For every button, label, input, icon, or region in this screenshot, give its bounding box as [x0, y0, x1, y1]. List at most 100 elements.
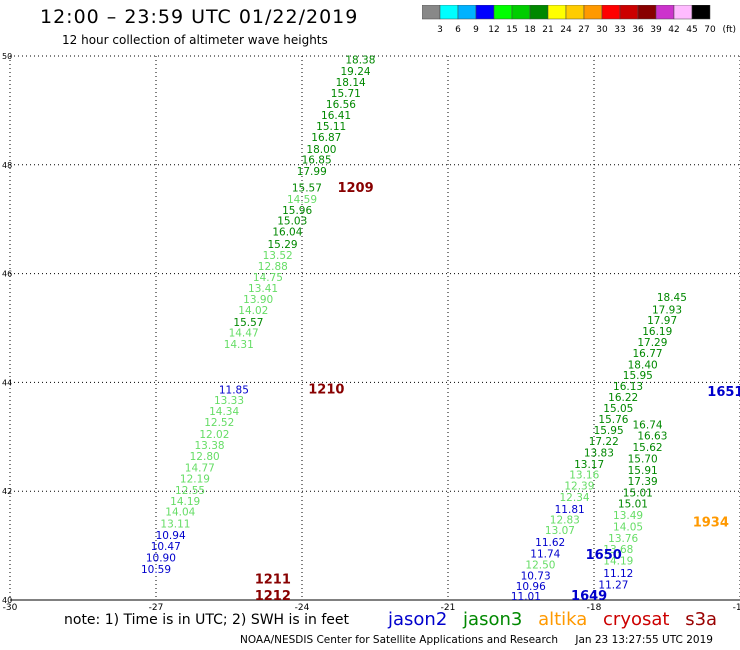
swh-value-label: 10.59: [141, 564, 171, 576]
swh-value-label: 15.57: [233, 317, 263, 329]
pass-number-label: 1649: [571, 589, 607, 604]
swh-value-label: 14.31: [224, 339, 254, 351]
swh-value-label: 17.97: [647, 315, 677, 327]
legend-jason3: jason3: [463, 609, 523, 630]
swh-value-label: 13.16: [569, 470, 599, 482]
swh-value-label: 16.87: [311, 132, 341, 144]
legend-altika: altika: [538, 609, 588, 630]
pass-number-label: 1212: [255, 589, 291, 604]
swh-value-label: 11.62: [535, 537, 565, 549]
legend-cryosat: cryosat: [603, 609, 670, 630]
swh-value-label: 11.81: [555, 504, 585, 516]
swh-value-label: 13.38: [195, 440, 225, 452]
swh-value-label: 13.49: [613, 510, 643, 522]
swh-value-label: 12.34: [560, 492, 590, 504]
swh-value-label: 14.02: [238, 305, 268, 317]
swh-value-label: 16.22: [608, 392, 638, 404]
colorbar-label: 18: [524, 25, 536, 35]
swh-value-label: 16.04: [272, 227, 302, 239]
swh-value-label: 11.01: [511, 591, 541, 603]
swh-value-label: 15.76: [598, 414, 628, 426]
swh-value-label: 15.57: [292, 182, 322, 194]
swh-value-label: 16.74: [633, 420, 663, 432]
pass-number-label: 1650: [586, 548, 622, 563]
swh-value-label: 11.74: [530, 549, 560, 561]
y-tick-label: 50: [2, 52, 12, 61]
x-tick-label: -30: [3, 603, 18, 613]
swh-value-label: 15.96: [282, 205, 312, 217]
swh-value-label: 15.29: [268, 239, 298, 251]
colorbar: 3 6 9 12 15 18 21 24 27 30 33 36 39 42 45 70 (ft): [422, 5, 736, 35]
swh-value-label: 13.76: [608, 533, 638, 545]
pass-number-label: 1211: [255, 573, 291, 588]
swh-value-label: 15.70: [628, 453, 658, 465]
colorbar-label: 24: [560, 25, 572, 35]
x-tick-label: -15: [733, 603, 740, 613]
swh-value-label: 15.91: [628, 465, 658, 477]
y-tick-label: 44: [2, 378, 12, 387]
swh-value-label: 10.96: [516, 581, 546, 593]
colorbar-label: 36: [632, 25, 644, 35]
colorbar-label: 30: [596, 25, 608, 35]
swh-value-label: 13.11: [160, 519, 190, 531]
y-tick-label: 42: [2, 487, 12, 496]
swh-value-label: 10.90: [146, 552, 176, 564]
swh-value-label: 14.47: [229, 328, 259, 340]
swh-value-label: 16.85: [302, 155, 332, 167]
swh-value-label: 15.62: [633, 442, 663, 454]
swh-value-label: 15.01: [618, 499, 648, 511]
chart-title: 12:00 – 23:59 UTC 01/22/2019: [40, 6, 359, 28]
swh-value-label: 14.59: [287, 194, 317, 206]
swh-value-label: 14.19: [603, 556, 633, 568]
swh-value-label: 15.03: [277, 216, 307, 228]
colorbar-label: 70: [704, 25, 716, 35]
swh-value-label: 15.71: [331, 88, 361, 100]
x-tick-label: -18: [587, 603, 602, 613]
swh-value-label: 17.29: [637, 337, 667, 349]
swh-value-label: 13.68: [603, 544, 633, 556]
colorbar-label: 33: [614, 25, 625, 35]
pass-number-label: 1934: [693, 516, 729, 531]
swh-value-label: 17.99: [297, 166, 327, 178]
x-tick-label: -21: [441, 603, 456, 613]
swh-value-label: 12.55: [175, 485, 205, 497]
colorbar-label: 45: [686, 25, 697, 35]
swh-value-label: 12.80: [190, 451, 220, 463]
swh-value-label: 14.19: [170, 496, 200, 508]
swh-value-label: 10.47: [151, 541, 181, 553]
pass-number-label: 1210: [308, 382, 344, 397]
swh-value-label: 12.83: [550, 514, 580, 526]
swh-value-label: 18.00: [306, 144, 336, 156]
swh-value-label: 15.05: [603, 403, 633, 415]
swh-value-label: 16.41: [321, 110, 351, 122]
swh-value-label: 12.88: [258, 261, 288, 273]
colorbar-label: 3: [437, 25, 443, 35]
colorbar-swatch: [691, 5, 711, 20]
colorbar-label: 12: [488, 25, 499, 35]
swh-value-label: 12.39: [564, 481, 594, 493]
swh-value-label: 12.50: [525, 559, 555, 571]
swh-value-label: 12.02: [199, 429, 229, 441]
swh-value-label: 18.14: [336, 77, 366, 89]
colorbar-label: 15: [506, 25, 517, 35]
swh-value-label: 17.93: [652, 304, 682, 316]
chart-subtitle: 12 hour collection of altimeter wave hei…: [62, 33, 328, 47]
y-tick-label: 40: [2, 596, 12, 605]
swh-value-label: 16.13: [613, 381, 643, 393]
colorbar-label: 9: [473, 25, 479, 35]
swh-value-label: 16.77: [633, 348, 663, 360]
swh-value-label: 18.45: [657, 292, 687, 304]
swh-value-label: 18.40: [628, 359, 658, 371]
pass-number-label: 1651: [707, 385, 740, 400]
swh-value-label: 13.90: [243, 294, 273, 306]
swh-value-label: 11.85: [219, 384, 249, 396]
colorbar-label: 42: [668, 25, 679, 35]
swh-value-label: 11.27: [598, 580, 628, 592]
swh-value-label: 15.95: [623, 370, 653, 382]
x-tick-label: -27: [149, 603, 164, 613]
swh-value-label: 10.73: [521, 570, 551, 582]
swh-value-label: 13.17: [574, 459, 604, 471]
swh-value-label: 15.95: [594, 425, 624, 437]
swh-value-label: 15.01: [623, 488, 653, 500]
colorbar-label: 21: [542, 25, 553, 35]
